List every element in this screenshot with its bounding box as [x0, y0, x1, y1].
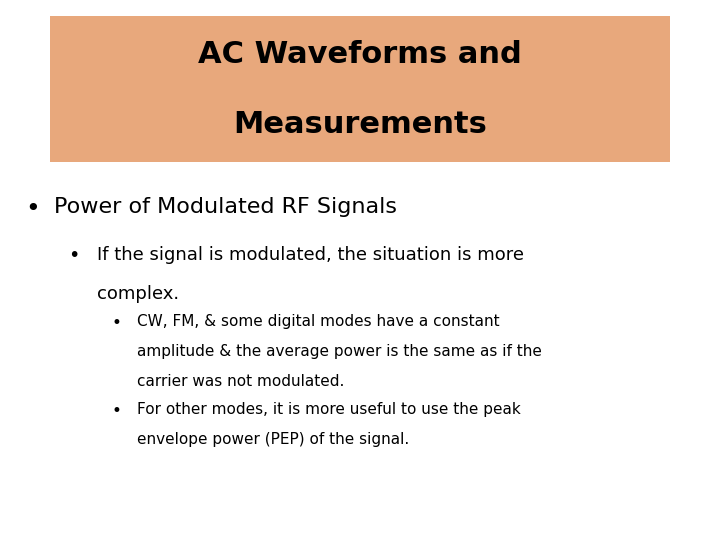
- Text: For other modes, it is more useful to use the peak: For other modes, it is more useful to us…: [137, 402, 521, 417]
- Text: amplitude & the average power is the same as if the: amplitude & the average power is the sam…: [137, 344, 541, 359]
- FancyBboxPatch shape: [50, 16, 670, 162]
- Text: CW, FM, & some digital modes have a constant: CW, FM, & some digital modes have a cons…: [137, 314, 500, 329]
- Text: Measurements: Measurements: [233, 110, 487, 139]
- Text: •: •: [112, 402, 122, 420]
- Text: AC Waveforms and: AC Waveforms and: [198, 39, 522, 69]
- Text: envelope power (PEP) of the signal.: envelope power (PEP) of the signal.: [137, 432, 409, 447]
- Text: If the signal is modulated, the situation is more: If the signal is modulated, the situatio…: [97, 246, 524, 264]
- Text: •: •: [25, 197, 40, 221]
- Text: carrier was not modulated.: carrier was not modulated.: [137, 374, 344, 389]
- Text: complex.: complex.: [97, 285, 179, 302]
- Text: •: •: [68, 246, 80, 265]
- Text: •: •: [112, 314, 122, 332]
- Text: Power of Modulated RF Signals: Power of Modulated RF Signals: [54, 197, 397, 217]
